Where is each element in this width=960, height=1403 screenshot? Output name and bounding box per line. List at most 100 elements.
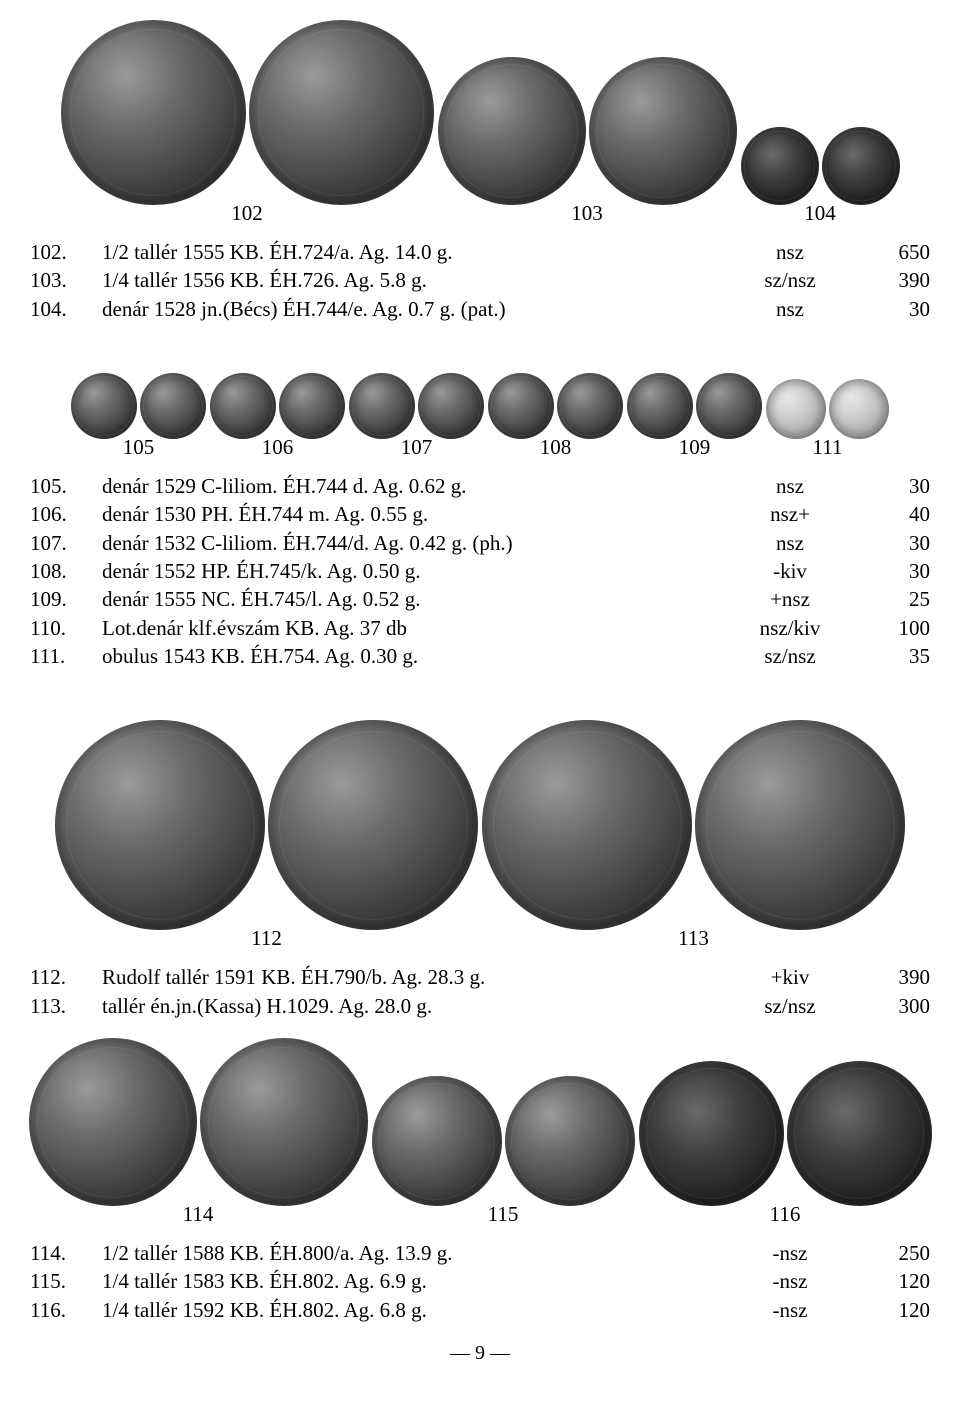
lot-description: obulus 1543 KB. ÉH.754. Ag. 0.30 g. xyxy=(102,642,730,670)
coin-group: 115 xyxy=(372,1076,635,1231)
lot-price: 650 xyxy=(850,238,930,266)
lot-price: 40 xyxy=(850,500,930,528)
lot-price: 30 xyxy=(850,295,930,323)
lot-grade: -nsz xyxy=(730,1296,850,1324)
lot-description: 1/4 tallér 1592 KB. ÉH.802. Ag. 6.8 g. xyxy=(102,1296,730,1324)
coin-group: 113 xyxy=(482,720,905,955)
coin-group: 102 xyxy=(61,20,434,230)
coin-group: 109 xyxy=(627,373,762,464)
coin-image xyxy=(627,373,693,439)
coin-image xyxy=(29,1038,197,1206)
coin-label: 113 xyxy=(678,926,709,951)
coin-image xyxy=(279,373,345,439)
coin-image xyxy=(349,373,415,439)
coin-image xyxy=(140,373,206,439)
coin-figure-row-1: 102 103 104 xyxy=(30,20,930,230)
lot-grade: -kiv xyxy=(730,557,850,585)
lot-row: 113.tallér én.jn.(Kassa) H.1029. Ag. 28.… xyxy=(30,992,930,1020)
lot-row: 112.Rudolf tallér 1591 KB. ÉH.790/b. Ag.… xyxy=(30,963,930,991)
coin-image xyxy=(766,379,826,439)
lot-number: 109. xyxy=(30,585,102,613)
coin-image xyxy=(61,20,246,205)
coin-label: 103 xyxy=(571,201,603,226)
lot-row: 116.1/4 tallér 1592 KB. ÉH.802. Ag. 6.8 … xyxy=(30,1296,930,1324)
lot-row: 114.1/2 tallér 1588 KB. ÉH.800/a. Ag. 13… xyxy=(30,1239,930,1267)
lot-table-4: 114.1/2 tallér 1588 KB. ÉH.800/a. Ag. 13… xyxy=(30,1239,930,1324)
coin-image xyxy=(488,373,554,439)
lot-description: denár 1528 jn.(Bécs) ÉH.744/e. Ag. 0.7 g… xyxy=(102,295,730,323)
coin-pair xyxy=(741,127,900,205)
lot-grade: nsz xyxy=(730,529,850,557)
lot-description: denár 1555 NC. ÉH.745/l. Ag. 0.52 g. xyxy=(102,585,730,613)
lot-description: tallér én.jn.(Kassa) H.1029. Ag. 28.0 g. xyxy=(102,992,730,1020)
coin-image xyxy=(557,373,623,439)
coin-label: 105 xyxy=(123,435,155,460)
lot-grade: -nsz xyxy=(730,1267,850,1295)
coin-group: 112 xyxy=(55,720,478,955)
coin-image xyxy=(249,20,434,205)
coin-image xyxy=(696,373,762,439)
lot-price: 390 xyxy=(850,963,930,991)
coin-image xyxy=(787,1061,932,1206)
lot-grade: nsz xyxy=(730,238,850,266)
lot-grade: +nsz xyxy=(730,585,850,613)
coin-group: 114 xyxy=(29,1038,368,1231)
lot-grade: -nsz xyxy=(730,1239,850,1267)
lot-price: 120 xyxy=(850,1296,930,1324)
coin-label: 111 xyxy=(813,435,843,460)
lot-row: 111.obulus 1543 KB. ÉH.754. Ag. 0.30 g.s… xyxy=(30,642,930,670)
coin-figure-row-2: 105 106 107 108 109 111 xyxy=(30,373,930,464)
lot-row: 104.denár 1528 jn.(Bécs) ÉH.744/e. Ag. 0… xyxy=(30,295,930,323)
coin-image xyxy=(482,720,692,930)
coin-group: 104 xyxy=(741,127,900,230)
coin-image xyxy=(829,379,889,439)
lot-price: 390 xyxy=(850,266,930,294)
coin-pair xyxy=(61,20,434,205)
coin-group: 105 xyxy=(71,373,206,464)
coin-group: 107 xyxy=(349,373,484,464)
coin-image xyxy=(695,720,905,930)
coin-group: 116 xyxy=(639,1061,932,1231)
coin-image xyxy=(71,373,137,439)
coin-image xyxy=(639,1061,784,1206)
lot-row: 102.1/2 tallér 1555 KB. ÉH.724/a. Ag. 14… xyxy=(30,238,930,266)
lot-price: 250 xyxy=(850,1239,930,1267)
lot-price: 100 xyxy=(850,614,930,642)
lot-description: 1/4 tallér 1556 KB. ÉH.726. Ag. 5.8 g. xyxy=(102,266,730,294)
lot-row: 103.1/4 tallér 1556 KB. ÉH.726. Ag. 5.8 … xyxy=(30,266,930,294)
lot-description: Rudolf tallér 1591 KB. ÉH.790/b. Ag. 28.… xyxy=(102,963,730,991)
coin-pair xyxy=(372,1076,635,1206)
lot-description: denár 1552 HP. ÉH.745/k. Ag. 0.50 g. xyxy=(102,557,730,585)
lot-price: 25 xyxy=(850,585,930,613)
lot-number: 110. xyxy=(30,614,102,642)
coin-group: 106 xyxy=(210,373,345,464)
lot-number: 103. xyxy=(30,266,102,294)
lot-row: 109.denár 1555 NC. ÉH.745/l. Ag. 0.52 g.… xyxy=(30,585,930,613)
coin-label: 108 xyxy=(540,435,572,460)
lot-grade: sz/nsz xyxy=(730,992,850,1020)
coin-image xyxy=(55,720,265,930)
lot-description: 1/4 tallér 1583 KB. ÉH.802. Ag. 6.9 g. xyxy=(102,1267,730,1295)
lot-description: 1/2 tallér 1588 KB. ÉH.800/a. Ag. 13.9 g… xyxy=(102,1239,730,1267)
lot-description: denár 1529 C-liliom. ÉH.744 d. Ag. 0.62 … xyxy=(102,472,730,500)
lot-description: 1/2 tallér 1555 KB. ÉH.724/a. Ag. 14.0 g… xyxy=(102,238,730,266)
lot-price: 35 xyxy=(850,642,930,670)
coin-image xyxy=(200,1038,368,1206)
lot-number: 113. xyxy=(30,992,102,1020)
coin-label: 106 xyxy=(262,435,294,460)
lot-price: 120 xyxy=(850,1267,930,1295)
lot-number: 108. xyxy=(30,557,102,585)
lot-number: 104. xyxy=(30,295,102,323)
coin-image xyxy=(372,1076,502,1206)
coin-group: 111 xyxy=(766,379,889,464)
lot-number: 114. xyxy=(30,1239,102,1267)
lot-price: 30 xyxy=(850,472,930,500)
coin-label: 104 xyxy=(804,201,836,226)
coin-label: 115 xyxy=(488,1202,519,1227)
coin-label: 107 xyxy=(401,435,433,460)
coin-image xyxy=(438,57,586,205)
lot-grade: nsz xyxy=(730,472,850,500)
lot-description: denár 1530 PH. ÉH.744 m. Ag. 0.55 g. xyxy=(102,500,730,528)
lot-grade: sz/nsz xyxy=(730,266,850,294)
lot-price: 30 xyxy=(850,557,930,585)
